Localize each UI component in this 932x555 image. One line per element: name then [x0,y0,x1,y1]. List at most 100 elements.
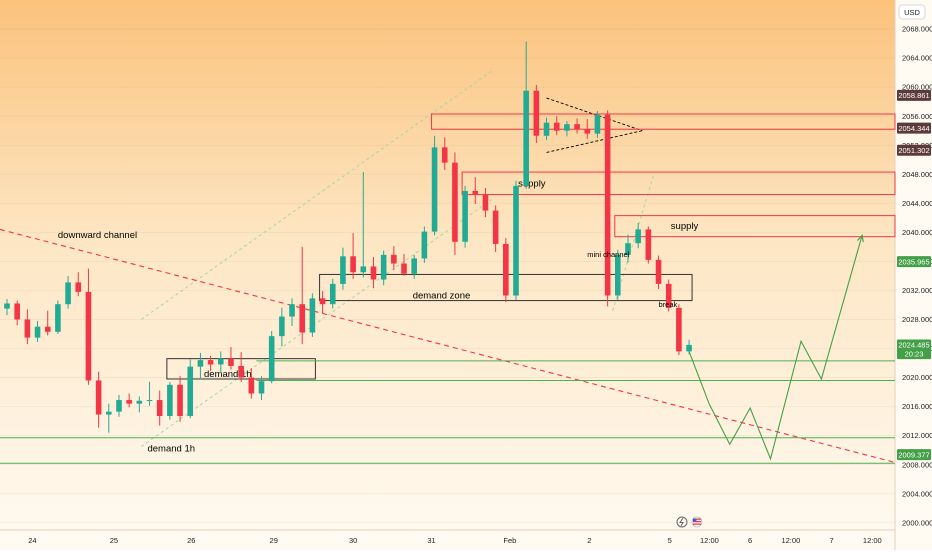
candle-body[interactable] [44,326,51,332]
candle-body[interactable] [604,114,611,296]
candle-body[interactable] [116,400,122,412]
y-tick-label: 2012.000 [902,431,932,440]
candle-body[interactable] [635,229,641,244]
y-tick-label: 2000.000 [902,518,932,527]
supply-zone[interactable] [614,215,896,238]
candle-body[interactable] [156,400,163,417]
candle-body[interactable] [686,344,692,352]
candle-body[interactable] [421,231,428,259]
candle-body[interactable] [533,90,540,136]
candle-body[interactable] [95,380,102,415]
price-badge [897,89,931,101]
forecast-line [688,235,863,461]
candle-body[interactable] [207,360,214,365]
candle-body[interactable] [452,162,458,242]
zone-label: supply [518,178,546,189]
price-badge-label: 2051.302 [898,146,929,155]
demand-lines: demand 1h [0,360,895,464]
candle-body[interactable] [350,256,356,273]
candle-body[interactable] [625,243,631,255]
supply-zone[interactable] [461,171,896,196]
candle-body[interactable] [462,190,468,242]
candle-body[interactable] [55,304,61,332]
candle-body[interactable] [584,129,591,134]
candle-body[interactable] [217,358,224,365]
candle-body[interactable] [167,384,173,417]
candle-body[interactable] [665,283,672,308]
candle-body[interactable] [411,258,417,274]
price-badge-label: 20:23 [905,349,924,358]
candle-body[interactable] [238,365,244,378]
candle-body[interactable] [228,358,234,366]
candle-body[interactable] [472,190,479,195]
candle-body[interactable] [676,307,682,352]
candle-body[interactable] [4,303,10,309]
candle-body[interactable] [309,298,316,333]
candle-body[interactable] [197,360,204,367]
candle-body[interactable] [492,210,499,244]
candle-body[interactable] [441,147,448,163]
y-tick-label: 2028.000 [902,315,932,324]
x-axis-ticks: 24 25 26 29 30 31 Feb 2 5 12:00 6 12:00 7 12:00 [28,536,881,545]
candle-body[interactable] [564,124,570,131]
triangle-lower [546,130,643,153]
candle-body[interactable] [401,263,407,274]
zone-label: demand zone [413,291,471,302]
candle-body[interactable] [523,90,529,186]
x-tick-label: 7 [829,536,833,545]
candle-body[interactable] [655,259,662,284]
x-tick-label: 12:00 [700,536,719,545]
x-tick-label: 12:00 [863,536,882,545]
candle-body[interactable] [482,194,489,211]
candle-body[interactable] [391,254,397,264]
candle-body[interactable] [329,283,336,305]
candle-body[interactable] [553,122,560,131]
candle-body[interactable] [34,326,41,338]
candle-body[interactable] [177,384,183,417]
replay-icon[interactable] [676,516,688,528]
y-tick-label: 2048.000 [902,170,932,179]
candle-body[interactable] [146,400,153,402]
candle-body[interactable] [370,266,377,280]
currency-badge[interactable]: USD [898,4,926,20]
candle-body[interactable] [615,254,621,296]
x-tick-label: 31 [427,536,435,545]
price-badge-label: 2009.377 [898,450,929,459]
candle-body[interactable] [340,256,346,284]
candle-body[interactable] [65,282,71,305]
candle-body[interactable] [258,381,265,394]
downward-channel-line [0,228,896,464]
candle-body[interactable] [126,400,132,404]
candle-body[interactable] [289,304,295,317]
candle-body[interactable] [431,147,438,232]
price-badge-label: 2024.485 [898,341,929,350]
price-badge-label: 2058.861 [898,91,929,100]
candle-body[interactable] [319,298,326,305]
candle-body[interactable] [75,282,82,292]
candle-body[interactable] [543,122,550,136]
candle-body[interactable] [24,319,31,338]
candle-body[interactable] [248,377,255,394]
candle-body[interactable] [268,336,275,382]
candle-body[interactable] [136,400,143,404]
candle-body[interactable] [574,124,580,130]
price-badge [897,339,931,351]
candle-body[interactable] [85,291,92,381]
price-badge [897,144,931,156]
candle-body[interactable] [14,303,20,320]
candle-body[interactable] [187,366,194,417]
candle-body[interactable] [106,411,112,415]
candle-body[interactable] [299,304,306,333]
candle-body[interactable] [645,229,652,260]
candle-body[interactable] [503,243,509,296]
grid [0,28,895,524]
candle-body[interactable] [513,185,519,296]
candle-body[interactable] [594,114,601,134]
supply-zone[interactable] [431,113,896,130]
flag-icon[interactable] [691,516,703,528]
candle-body[interactable] [380,254,387,280]
candle-body[interactable] [279,316,285,337]
candle-body[interactable] [360,266,367,273]
